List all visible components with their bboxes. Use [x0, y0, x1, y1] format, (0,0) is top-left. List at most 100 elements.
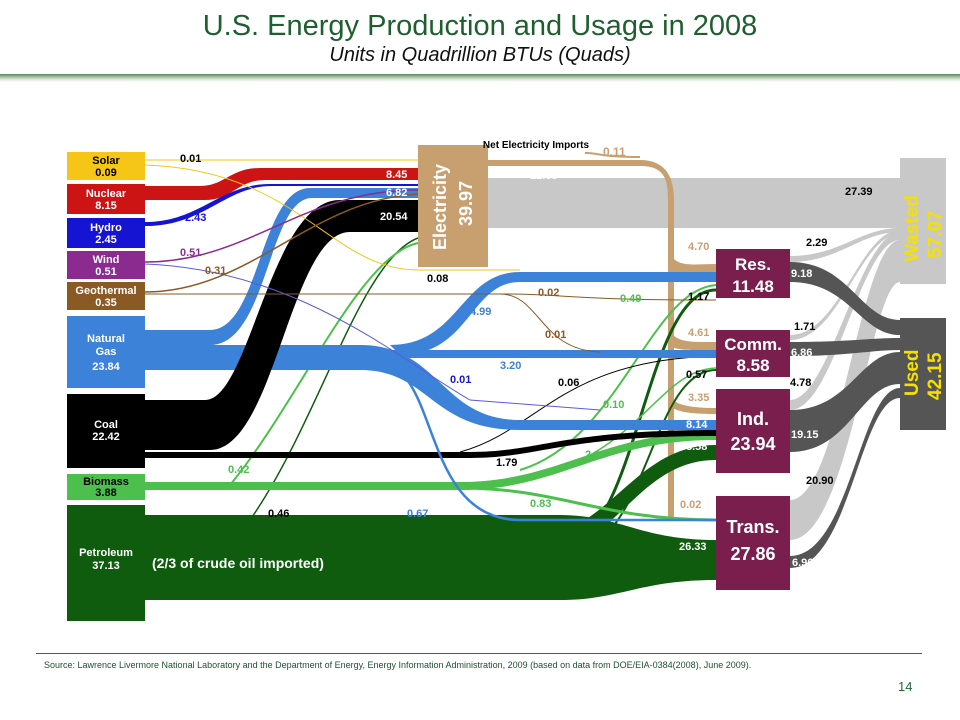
flow-res-wasted: [790, 228, 900, 262]
sector-comm-name: Comm.: [724, 335, 782, 354]
flow-geothermal-electricity: [144, 193, 419, 293]
source-wind-name: Wind: [93, 254, 120, 266]
sector-ind-value: 23.94: [730, 434, 775, 454]
flow-label: 4.78: [790, 377, 811, 389]
net-imports-value: 0.11: [603, 145, 626, 159]
net-imports-label: Net Electricity Imports: [483, 140, 590, 151]
sector-res-value: 11.48: [732, 277, 774, 296]
flow-solar-res: [144, 164, 520, 271]
source-coal-box: [67, 394, 145, 468]
flow-label: 2.29: [806, 237, 827, 249]
wasted-value: 57.07: [925, 210, 946, 258]
electricity-box: [418, 145, 488, 267]
flow-electricity-wasted: [488, 178, 900, 228]
source-petroleum-name: Petroleum: [79, 547, 133, 559]
flow-label: 0.08: [427, 273, 448, 285]
flow-label: 20.54: [380, 211, 408, 223]
flow-label: 0.01: [180, 153, 201, 165]
source-biomass-name: Biomass: [83, 476, 129, 488]
flow-biomass-res: [519, 284, 717, 471]
flow-label: 0.10: [603, 399, 624, 411]
flow-label: 4.99: [470, 306, 491, 318]
flow-label: 0.01: [450, 374, 471, 386]
flow-label: 1.17: [688, 291, 709, 303]
source-hydro-value: 2.45: [95, 234, 116, 246]
flow-petroleum-ind: [520, 445, 716, 555]
flow-label: 6.96: [792, 557, 813, 569]
flow-label: 1.71: [794, 321, 815, 333]
flow-label: 0.02: [680, 499, 701, 511]
flow-coal-comm: [459, 355, 717, 453]
wasted-box: [900, 158, 946, 284]
petroleum-note: (2/3 of crude oil imported): [152, 555, 324, 571]
flow-label: 3.35: [688, 392, 709, 404]
sector-res-box: [716, 249, 790, 298]
wasted-label: Wasted: [902, 195, 923, 262]
flow-label: 2.03: [585, 449, 606, 461]
source-solar-box: [67, 152, 145, 180]
source-wind-box: [67, 251, 145, 279]
flow-label: 0.42: [228, 464, 249, 476]
source-geothermal-value: 0.35: [95, 297, 116, 309]
source-hydro-box: [67, 218, 145, 248]
source-naturalgas-box: [67, 316, 145, 388]
used-box: [900, 318, 946, 430]
flow-label: 0.83: [530, 498, 551, 510]
flow-electricity-comm: [668, 320, 716, 351]
source-citation: Source: Lawrence Livermore National Labo…: [44, 660, 752, 670]
flow-biomass-trans: [459, 486, 717, 522]
page-number: 14: [898, 679, 913, 694]
flow-wind-electricity: [144, 189, 419, 263]
flow-label: 8.14: [686, 419, 708, 431]
source-coal-value: 22.42: [92, 431, 120, 443]
flow-label: 9.18: [791, 268, 812, 280]
source-geothermal-name: Geothermal: [75, 285, 136, 297]
flow-ind-used: [790, 352, 900, 452]
source-hydro-name: Hydro: [90, 222, 122, 234]
source-petroleum-value: 37.13: [92, 560, 120, 572]
flow-label: 4.61: [688, 327, 709, 339]
flow-naturalgas-res: [390, 272, 716, 355]
flow-comm-used: [790, 338, 900, 356]
source-nuclear-value: 8.15: [95, 200, 116, 212]
source-solar-name: Solar: [92, 155, 120, 167]
flow-label: 8.45: [386, 169, 407, 181]
flow-nuclear-electricity: [145, 168, 418, 200]
flow-label: 0.57: [686, 369, 707, 381]
flow-label: 0.02: [538, 287, 559, 299]
source-naturalgas-value: 23.84: [92, 361, 120, 373]
source-geothermal-box: [67, 282, 145, 310]
flow-naturalgas-trans: [379, 363, 716, 522]
slide-subtitle: Units in Quadrillion BTUs (Quads): [329, 44, 631, 66]
source-coal-name: Coal: [94, 419, 118, 431]
source-nodes: Solar 0.09 Nuclear 8.15 Hydro 2.45 Wind …: [67, 152, 145, 621]
sector-trans-value: 27.86: [730, 544, 775, 564]
flow-label: 0.46: [268, 508, 289, 520]
flow-labels: 0.01 8.45 2.43 6.82 20.54 0.51 0.31 0.08…: [180, 153, 873, 569]
flow-biomass-comm: [539, 367, 717, 476]
flow-electricity-res: [668, 240, 716, 274]
source-nuclear-box: [67, 184, 145, 214]
flow-label: 2.43: [185, 212, 206, 224]
flow-geothermal-comm: [499, 293, 601, 353]
flow-net-imports: [585, 152, 640, 158]
flow-label: 20.90: [806, 475, 834, 487]
sector-trans-box: [716, 496, 790, 590]
flow-label: 4.70: [688, 241, 709, 253]
source-naturalgas-name: Natural Gas: [87, 333, 125, 358]
flow-label: 12.68: [530, 170, 558, 182]
source-solar-value: 0.09: [95, 167, 116, 179]
title-divider: [0, 74, 960, 82]
sector-trans-name: Trans.: [726, 517, 779, 537]
flow-label: 0.49: [620, 293, 641, 305]
flow-wind-ind: [144, 263, 601, 411]
flow-naturalgas-ind: [145, 345, 716, 430]
flow-biomass-ind: [145, 432, 716, 490]
flow-electricity-ind: [668, 390, 716, 414]
flow-naturalgas-comm: [360, 350, 716, 358]
flow-coal-ind: [145, 430, 716, 458]
source-nuclear-name: Nuclear: [86, 188, 127, 200]
flow-label: 27.39: [845, 186, 873, 198]
flow-label: 3.20: [500, 360, 521, 372]
